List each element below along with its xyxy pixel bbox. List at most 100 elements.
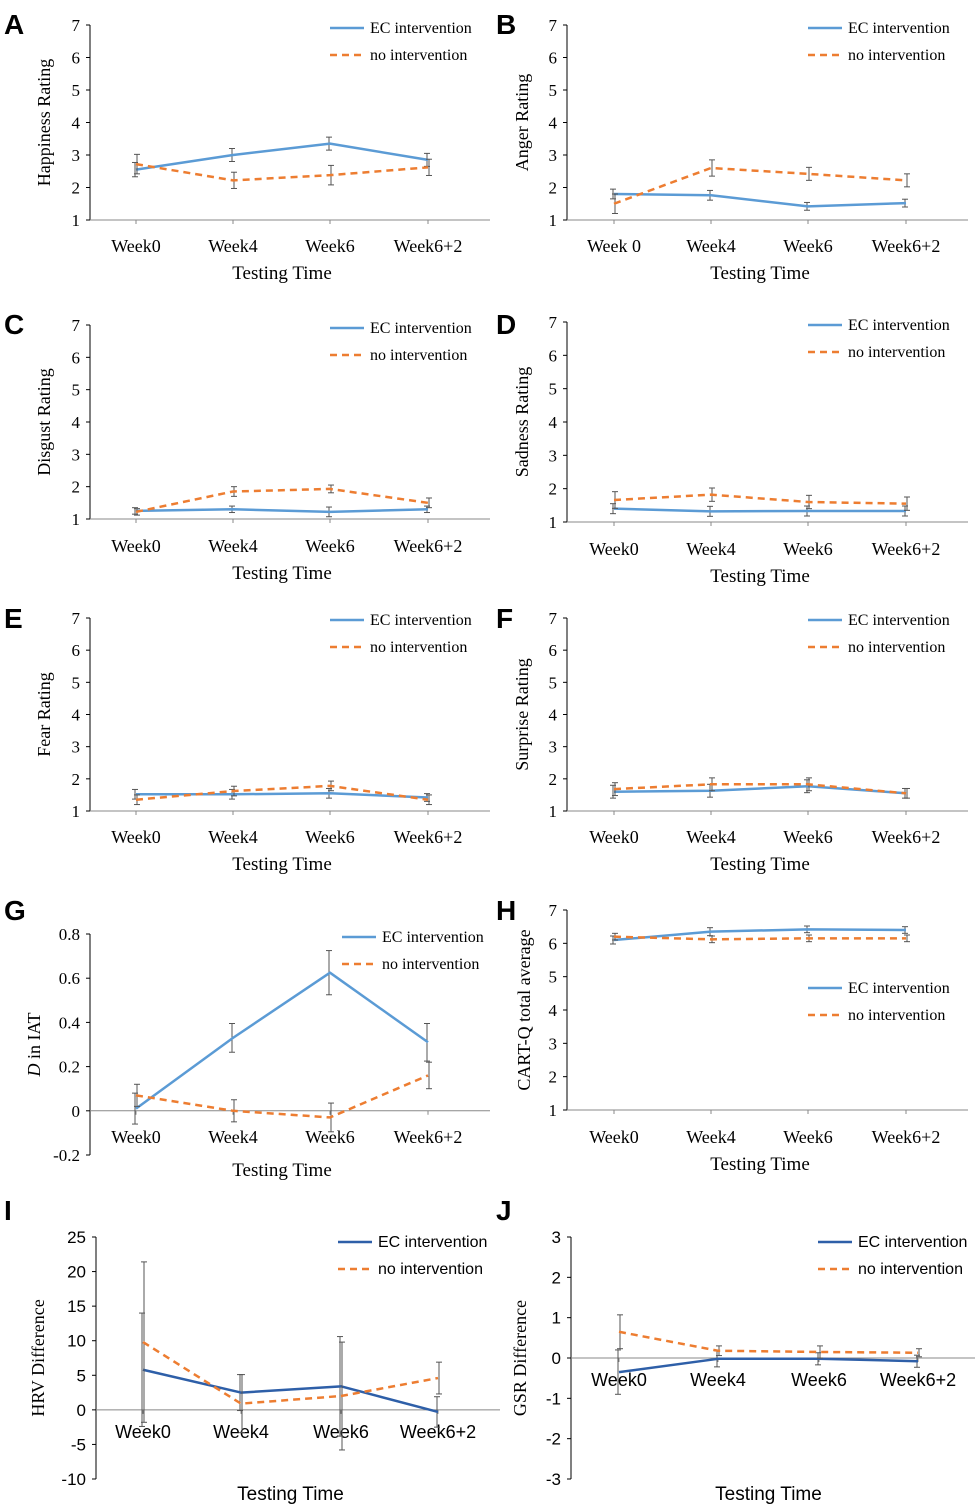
series-line-ec bbox=[613, 784, 907, 795]
x-axis-title: Testing Time bbox=[710, 854, 810, 875]
x-tick-label: Week6+2 bbox=[872, 236, 941, 256]
x-tick-label: Week4 bbox=[686, 1127, 736, 1147]
y-tick-label: -5 bbox=[71, 1435, 86, 1454]
y-tick-label: 5 bbox=[72, 381, 81, 400]
y-tick-label: 0.2 bbox=[59, 1058, 80, 1077]
y-tick-label: -3 bbox=[546, 1470, 561, 1489]
y-tick-label: 3 bbox=[549, 446, 558, 465]
y-tick-label: 2 bbox=[549, 770, 558, 789]
panel-e: E 1 2 3 4 5 6 7 Week0 Week4 Week6 Week6+2 Testing Ti… bbox=[4, 603, 490, 875]
x-tick-label: Week6 bbox=[783, 539, 833, 559]
y-tick-label: -0.2 bbox=[53, 1146, 80, 1165]
y-tick-label: 10 bbox=[67, 1332, 86, 1351]
legend-label: no intervention bbox=[858, 1261, 963, 1278]
y-tick-label: 3 bbox=[72, 738, 81, 757]
x-tick-label: Week6+2 bbox=[400, 1422, 476, 1442]
y-tick-label: 7 bbox=[549, 901, 558, 920]
panel-a: A 1 2 3 4 5 6 7 Week0 Week4 Week6 Week6+2 Testing Ti… bbox=[4, 9, 490, 284]
legend-label: EC intervention bbox=[370, 20, 472, 37]
series-line-ec bbox=[613, 507, 906, 513]
series-line-ec bbox=[618, 1357, 919, 1374]
x-tick-label: Week6+2 bbox=[872, 539, 941, 559]
x-axis-title: Testing Time bbox=[232, 263, 332, 284]
y-axis-title: Sadness Rating bbox=[512, 367, 532, 478]
y-tick-label: -1 bbox=[546, 1389, 561, 1408]
y-tick-label: 0.8 bbox=[59, 925, 80, 944]
x-tick-label: Week0 bbox=[589, 827, 639, 847]
x-tick-label: Week6 bbox=[791, 1370, 847, 1390]
x-tick-label: Week6 bbox=[305, 536, 355, 556]
panel-label: A bbox=[4, 9, 24, 40]
panel-label: D bbox=[496, 309, 516, 340]
legend-label: no intervention bbox=[370, 47, 467, 64]
y-tick-label: 5 bbox=[77, 1366, 86, 1385]
y-tick-label: 2 bbox=[549, 179, 558, 198]
y-tick-label: 7 bbox=[72, 16, 81, 35]
panel-label: C bbox=[4, 309, 24, 340]
y-tick-label: 2 bbox=[72, 179, 81, 198]
y-tick-label: 5 bbox=[72, 81, 81, 100]
series-line-none bbox=[613, 783, 907, 795]
y-tick-label: 2 bbox=[72, 770, 81, 789]
y-tick-label: 1 bbox=[549, 802, 558, 821]
series-line-none bbox=[135, 784, 429, 801]
legend-label: EC intervention bbox=[848, 20, 950, 37]
x-axis-title: Testing Time bbox=[715, 1484, 822, 1505]
x-tick-label: Week6 bbox=[783, 827, 833, 847]
x-tick-label: Week0 bbox=[115, 1422, 171, 1442]
x-axis-title: Testing Time bbox=[232, 563, 332, 584]
y-tick-label: 1 bbox=[72, 802, 81, 821]
y-tick-label: 5 bbox=[549, 380, 558, 399]
y-tick-label: 6 bbox=[549, 346, 558, 365]
x-tick-label: Week6+2 bbox=[394, 236, 463, 256]
legend-label: EC intervention bbox=[382, 929, 484, 946]
panel-label: F bbox=[496, 603, 513, 634]
x-tick-label: Week0 bbox=[111, 827, 161, 847]
x-tick-label: Week0 bbox=[111, 236, 161, 256]
y-tick-label: 5 bbox=[549, 81, 558, 100]
panel-h: H 1 2 3 4 5 6 7 Week0 Week4 Week6 Week6+2 Testing Ti… bbox=[496, 895, 968, 1175]
y-tick-label: 7 bbox=[549, 16, 558, 35]
series-line-none bbox=[613, 493, 907, 505]
panel-g: G -0.2 0 0.2 0.4 0.6 0.8 Week0 Week4 Week6 Week6+2… bbox=[4, 895, 490, 1181]
y-tick-label: 4 bbox=[72, 706, 81, 725]
y-tick-label: 0 bbox=[552, 1349, 561, 1368]
y-tick-label: 6 bbox=[72, 49, 81, 68]
series-line-none bbox=[135, 1074, 429, 1119]
x-axis-title: Testing Time bbox=[232, 1160, 332, 1181]
y-tick-label: 5 bbox=[549, 673, 558, 692]
legend-label: EC intervention bbox=[848, 612, 950, 629]
x-tick-label: Week4 bbox=[686, 539, 736, 559]
y-axis-title: D in IAT bbox=[24, 1013, 44, 1078]
panel-j: J -3 -2 -1 0 1 2 3 Week0 Week4 Week6 Week6+2 Testing… bbox=[496, 1195, 975, 1505]
x-tick-label: Week6 bbox=[783, 1127, 833, 1147]
y-axis-title: Disgust Rating bbox=[34, 368, 54, 476]
panel-c: C 1 2 3 4 5 6 7 Week0 Week4 Week6 Week6+2 Testing Ti… bbox=[4, 309, 490, 584]
x-tick-label: Week4 bbox=[208, 536, 258, 556]
y-axis-title: HRV Difference bbox=[28, 1299, 48, 1416]
y-tick-label: 6 bbox=[549, 641, 558, 660]
legend-label: no intervention bbox=[370, 639, 467, 656]
x-tick-label: Week4 bbox=[208, 1127, 258, 1147]
y-tick-label: 0 bbox=[72, 1102, 81, 1121]
y-tick-label: 4 bbox=[549, 114, 558, 133]
x-tick-label: Week6 bbox=[305, 827, 355, 847]
y-tick-label: 4 bbox=[549, 706, 558, 725]
legend-label: EC intervention bbox=[848, 317, 950, 334]
x-tick-label: Week 0 bbox=[587, 236, 641, 256]
x-tick-label: Week0 bbox=[111, 536, 161, 556]
y-tick-label: 2 bbox=[72, 478, 81, 497]
y-tick-label: 3 bbox=[549, 1034, 558, 1053]
y-tick-label: 7 bbox=[549, 609, 558, 628]
y-tick-label: 15 bbox=[67, 1297, 86, 1316]
x-tick-label: Week4 bbox=[213, 1422, 269, 1442]
series-line-ec bbox=[135, 971, 429, 1110]
series-line-ec bbox=[135, 142, 429, 171]
y-axis-title: Surprise Rating bbox=[512, 658, 532, 771]
y-tick-label: 0.6 bbox=[59, 969, 80, 988]
y-tick-label: 6 bbox=[72, 348, 81, 367]
y-tick-label: 1 bbox=[549, 211, 558, 230]
panel-i: I -10 -5 0 5 10 15 20 25 Week0 Week4 Week6 Week6+2 Te… bbox=[4, 1195, 500, 1505]
legend-label: EC intervention bbox=[848, 980, 950, 997]
